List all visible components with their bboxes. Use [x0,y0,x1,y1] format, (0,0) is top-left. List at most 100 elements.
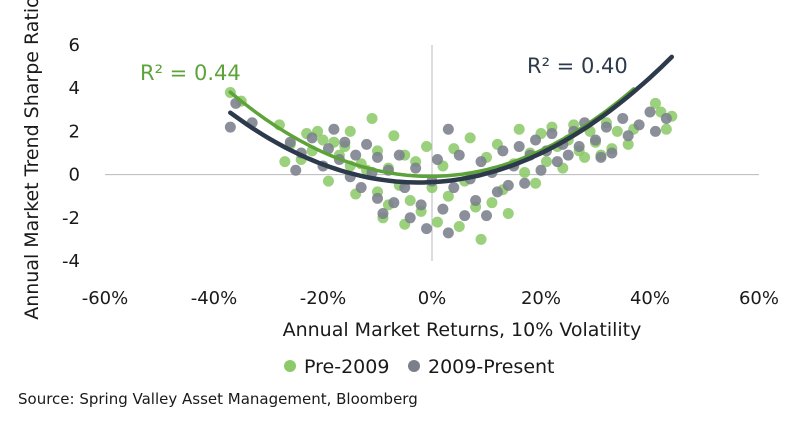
data-point-2009-present [617,112,629,124]
source-note: Source: Spring Valley Asset Management, … [18,390,418,408]
x-tick-label: 20% [521,288,561,309]
y-tick-label: -4 [62,251,80,272]
data-point-2009-present [551,156,563,168]
data-point-pre-2009 [649,97,661,109]
data-point-2009-present [600,121,612,133]
data-point-pre-2009 [322,175,334,187]
data-point-2009-present [421,223,433,235]
data-point-pre-2009 [453,220,465,232]
data-point-pre-2009 [611,125,623,137]
y-tick-label: 6 [69,35,80,56]
data-point-2009-present [355,182,367,194]
data-point-2009-present [660,112,672,124]
y-tick-label: 2 [69,121,80,142]
data-point-pre-2009 [344,125,356,137]
data-point-2009-present [377,207,389,219]
data-point-2009-present [644,106,656,118]
legend-marker-pre-2009 [284,360,296,372]
data-point-2009-present [448,182,460,194]
x-tick-label: 60% [739,288,779,309]
data-point-2009-present [437,203,449,215]
trend-line-2009-present [228,54,675,185]
r2-label-2009-present: R² = 0.40 [527,54,628,78]
data-point-pre-2009 [540,156,552,168]
data-point-2009-present [442,123,454,135]
data-point-2009-present [562,149,574,161]
x-tick-label: 40% [630,288,670,309]
y-tick-label: -2 [62,208,80,229]
data-point-2009-present [530,134,542,146]
x-tick-labels: -60% -40% -20% 0% 20% 40% 60% [82,288,779,309]
data-point-pre-2009 [317,134,329,146]
data-point-2009-present [442,227,454,239]
r2-label-pre-2009: R² = 0.44 [140,61,241,85]
data-point-pre-2009 [579,151,591,163]
data-point-pre-2009 [622,138,634,150]
y-tick-labels: -4 -2 0 2 4 6 [62,35,80,272]
x-tick-label: -20% [300,288,347,309]
data-point-2009-present [535,164,547,176]
data-point-2009-present [224,121,236,133]
data-point-2009-present [546,128,558,140]
data-point-pre-2009 [530,177,542,189]
x-axis-title: Annual Market Returns, 10% Volatility [283,319,642,341]
data-point-2009-present [290,164,302,176]
data-point-2009-present [475,156,487,168]
data-point-pre-2009 [442,190,454,202]
data-point-2009-present [453,149,465,161]
data-point-pre-2009 [519,166,531,178]
data-point-2009-present [633,119,645,131]
data-point-pre-2009 [279,156,291,168]
trend-lines [228,54,675,185]
data-point-pre-2009 [502,207,514,219]
data-point-2009-present [470,195,482,207]
legend-marker-2009-present [408,360,420,372]
data-point-2009-present [372,151,383,163]
data-point-pre-2009 [475,233,487,245]
data-point-2009-present [491,186,503,198]
data-point-2009-present [573,141,585,153]
y-tick-label: 0 [69,165,80,186]
data-point-pre-2009 [366,112,378,124]
data-point-2009-present [328,123,340,135]
data-point-2009-present [361,138,373,150]
x-tick-label: -40% [191,288,238,309]
data-point-2009-present [339,136,351,148]
data-point-2009-present [649,125,661,137]
data-point-2009-present [622,130,634,142]
legend: Pre-2009 2009-Present [284,356,555,378]
data-point-2009-present [372,192,383,204]
data-point-2009-present [410,162,422,174]
data-point-2009-present [415,199,427,211]
data-point-2009-present [497,145,509,157]
data-point-pre-2009 [464,132,476,144]
legend-label-2009-present: 2009-Present [428,356,555,378]
data-point-2009-present [431,153,443,165]
data-point-2009-present [350,149,362,161]
data-point-2009-present [399,182,411,194]
y-tick-label: 4 [69,78,80,99]
data-point-2009-present [595,151,607,163]
data-point-pre-2009 [660,123,672,135]
data-point-pre-2009 [421,141,433,153]
data-point-2009-present [404,212,416,224]
data-point-pre-2009 [431,216,443,228]
data-point-2009-present [284,136,296,148]
data-point-2009-present [513,141,525,153]
data-point-2009-present [606,147,618,159]
data-point-2009-present [459,210,471,222]
data-point-2009-present [393,149,405,161]
y-axis-title: Annual Market Trend Sharpe Ratio [21,0,43,320]
data-point-pre-2009 [486,197,498,209]
data-point-pre-2009 [513,123,525,135]
data-point-pre-2009 [388,130,400,142]
legend-label-pre-2009: Pre-2009 [304,356,389,378]
data-point-2009-present [519,177,531,189]
data-point-2009-present [590,134,601,146]
data-point-2009-present [502,179,514,191]
data-point-2009-present [481,210,492,222]
x-tick-label: 0% [418,288,447,309]
data-point-pre-2009 [404,195,416,207]
x-tick-label: -60% [82,288,129,309]
